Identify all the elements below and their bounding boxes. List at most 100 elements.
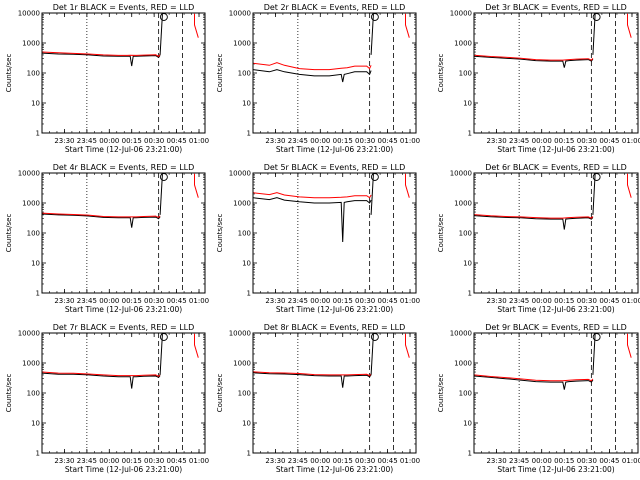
x-tick-label: 00:30: [577, 297, 597, 305]
x-tick-label: 00:15: [122, 457, 142, 465]
x-tick-label: 00:00: [99, 137, 119, 145]
chart-title: Det 6r BLACK = Events, RED = LLD: [485, 163, 627, 172]
x-tick-label: 23:45: [288, 137, 308, 145]
y-tick-label: 100: [27, 70, 40, 78]
plot-frame: [252, 172, 417, 294]
y-tick-label: 1: [36, 450, 40, 458]
y-tick-label: 1000: [233, 200, 251, 208]
x-tick-label: 01:00: [622, 297, 640, 305]
saturation-marker: [370, 173, 379, 181]
y-tick-label: 100: [459, 70, 472, 78]
x-tick-label: 00:15: [554, 297, 574, 305]
x-axis-label: Start Time (12-Jul-06 23:21:00): [276, 305, 393, 314]
series-line-lld: [42, 371, 161, 377]
y-tick-label: 10: [31, 420, 40, 428]
series-tail: [627, 13, 632, 38]
y-axis-label: Counts/sec: [437, 54, 445, 93]
chart-title: Det 5r BLACK = Events, RED = LLD: [264, 163, 406, 172]
series-line-lld: [42, 51, 161, 57]
series-line-events: [42, 52, 161, 67]
x-tick-label: 23:30: [265, 297, 285, 305]
x-tick-label: 00:45: [599, 297, 619, 305]
chart-title: Det 3r BLACK = Events, RED = LLD: [485, 3, 627, 12]
x-axis-label: Start Time (12-Jul-06 23:21:00): [276, 145, 393, 154]
x-tick-label: 01:00: [400, 297, 420, 305]
y-tick-label: 10000: [450, 330, 472, 338]
series-tail: [194, 173, 199, 198]
chart-title: Det 8r BLACK = Events, RED = LLD: [264, 323, 406, 332]
x-tick-label: 00:45: [377, 137, 397, 145]
x-tick-label: 23:30: [54, 457, 74, 465]
y-tick-label: 10: [242, 100, 251, 108]
saturation-marker: [370, 13, 379, 21]
y-axis-label: Counts/sec: [437, 374, 445, 413]
plot-frame: [41, 12, 206, 134]
x-tick-label: 00:15: [333, 137, 353, 145]
x-tick-label: 00:45: [599, 137, 619, 145]
y-tick-label: 1: [468, 290, 472, 298]
y-axis-label: Counts/sec: [216, 214, 224, 253]
y-axis-label: Counts/sec: [437, 214, 445, 253]
x-tick-label: 23:30: [54, 297, 74, 305]
x-tick-label: 00:45: [377, 457, 397, 465]
y-tick-label: 10: [31, 260, 40, 268]
plot-frame: [41, 332, 206, 454]
plot-frame: [252, 332, 417, 454]
x-tick-label: 00:30: [355, 137, 375, 145]
series-spike: [592, 334, 596, 375]
series-tail: [405, 333, 410, 358]
x-tick-label: 01:00: [622, 137, 640, 145]
x-tick-label: 00:30: [144, 297, 164, 305]
series-line-events: [474, 215, 594, 230]
chart-title: Det 1r BLACK = Events, RED = LLD: [53, 3, 195, 12]
y-axis-label: Counts/sec: [5, 374, 13, 413]
saturation-marker: [159, 13, 168, 21]
x-tick-label: 00:00: [532, 457, 552, 465]
x-tick-label: 00:15: [554, 457, 574, 465]
y-axis-label: Counts/sec: [216, 374, 224, 413]
y-tick-label: 10000: [229, 170, 251, 178]
y-tick-label: 10000: [18, 170, 40, 178]
y-tick-label: 10: [463, 420, 472, 428]
x-tick-label: 23:45: [77, 137, 97, 145]
series-spike: [370, 14, 374, 55]
x-tick-label: 23:45: [509, 297, 529, 305]
y-tick-label: 1000: [454, 200, 472, 208]
x-tick-label: 00:15: [333, 297, 353, 305]
y-tick-label: 1000: [22, 40, 40, 48]
x-tick-label: 00:45: [166, 297, 186, 305]
x-tick-label: 23:30: [486, 297, 506, 305]
y-tick-label: 1: [468, 130, 472, 138]
series-line-lld: [253, 192, 372, 199]
series-spike: [159, 14, 163, 55]
x-tick-label: 23:30: [54, 137, 74, 145]
y-tick-label: 10: [242, 260, 251, 268]
x-tick-label: 00:30: [355, 457, 375, 465]
plot-frame: [252, 12, 417, 134]
y-tick-label: 1000: [233, 40, 251, 48]
x-tick-label: 23:30: [265, 137, 285, 145]
x-tick-label: 23:30: [486, 137, 506, 145]
series-line-lld: [253, 371, 372, 377]
y-tick-label: 1: [36, 290, 40, 298]
y-tick-label: 10000: [450, 170, 472, 178]
series-tail: [627, 333, 632, 358]
y-tick-label: 10000: [18, 10, 40, 18]
x-axis-label: Start Time (12-Jul-06 23:21:00): [65, 145, 182, 154]
x-tick-label: 00:45: [166, 457, 186, 465]
saturation-marker: [592, 13, 601, 21]
series-spike: [592, 14, 596, 55]
x-tick-label: 00:30: [144, 457, 164, 465]
x-tick-label: 00:30: [355, 297, 375, 305]
x-axis-label: Start Time (12-Jul-06 23:21:00): [497, 305, 614, 314]
chart-title: Det 4r BLACK = Events, RED = LLD: [53, 163, 195, 172]
chart-panel-9: Det 9r BLACK = Events, RED = LLD Counts/s…: [437, 323, 640, 474]
y-axis-label: Counts/sec: [5, 54, 13, 93]
chart-title: Det 2r BLACK = Events, RED = LLD: [264, 3, 406, 12]
x-tick-label: 00:15: [122, 137, 142, 145]
series-line-events: [42, 213, 161, 228]
chart-panel-2: Det 2r BLACK = Events, RED = LLD Counts/s…: [216, 3, 420, 154]
x-tick-label: 00:00: [99, 297, 119, 305]
plot-frame: [473, 332, 639, 454]
